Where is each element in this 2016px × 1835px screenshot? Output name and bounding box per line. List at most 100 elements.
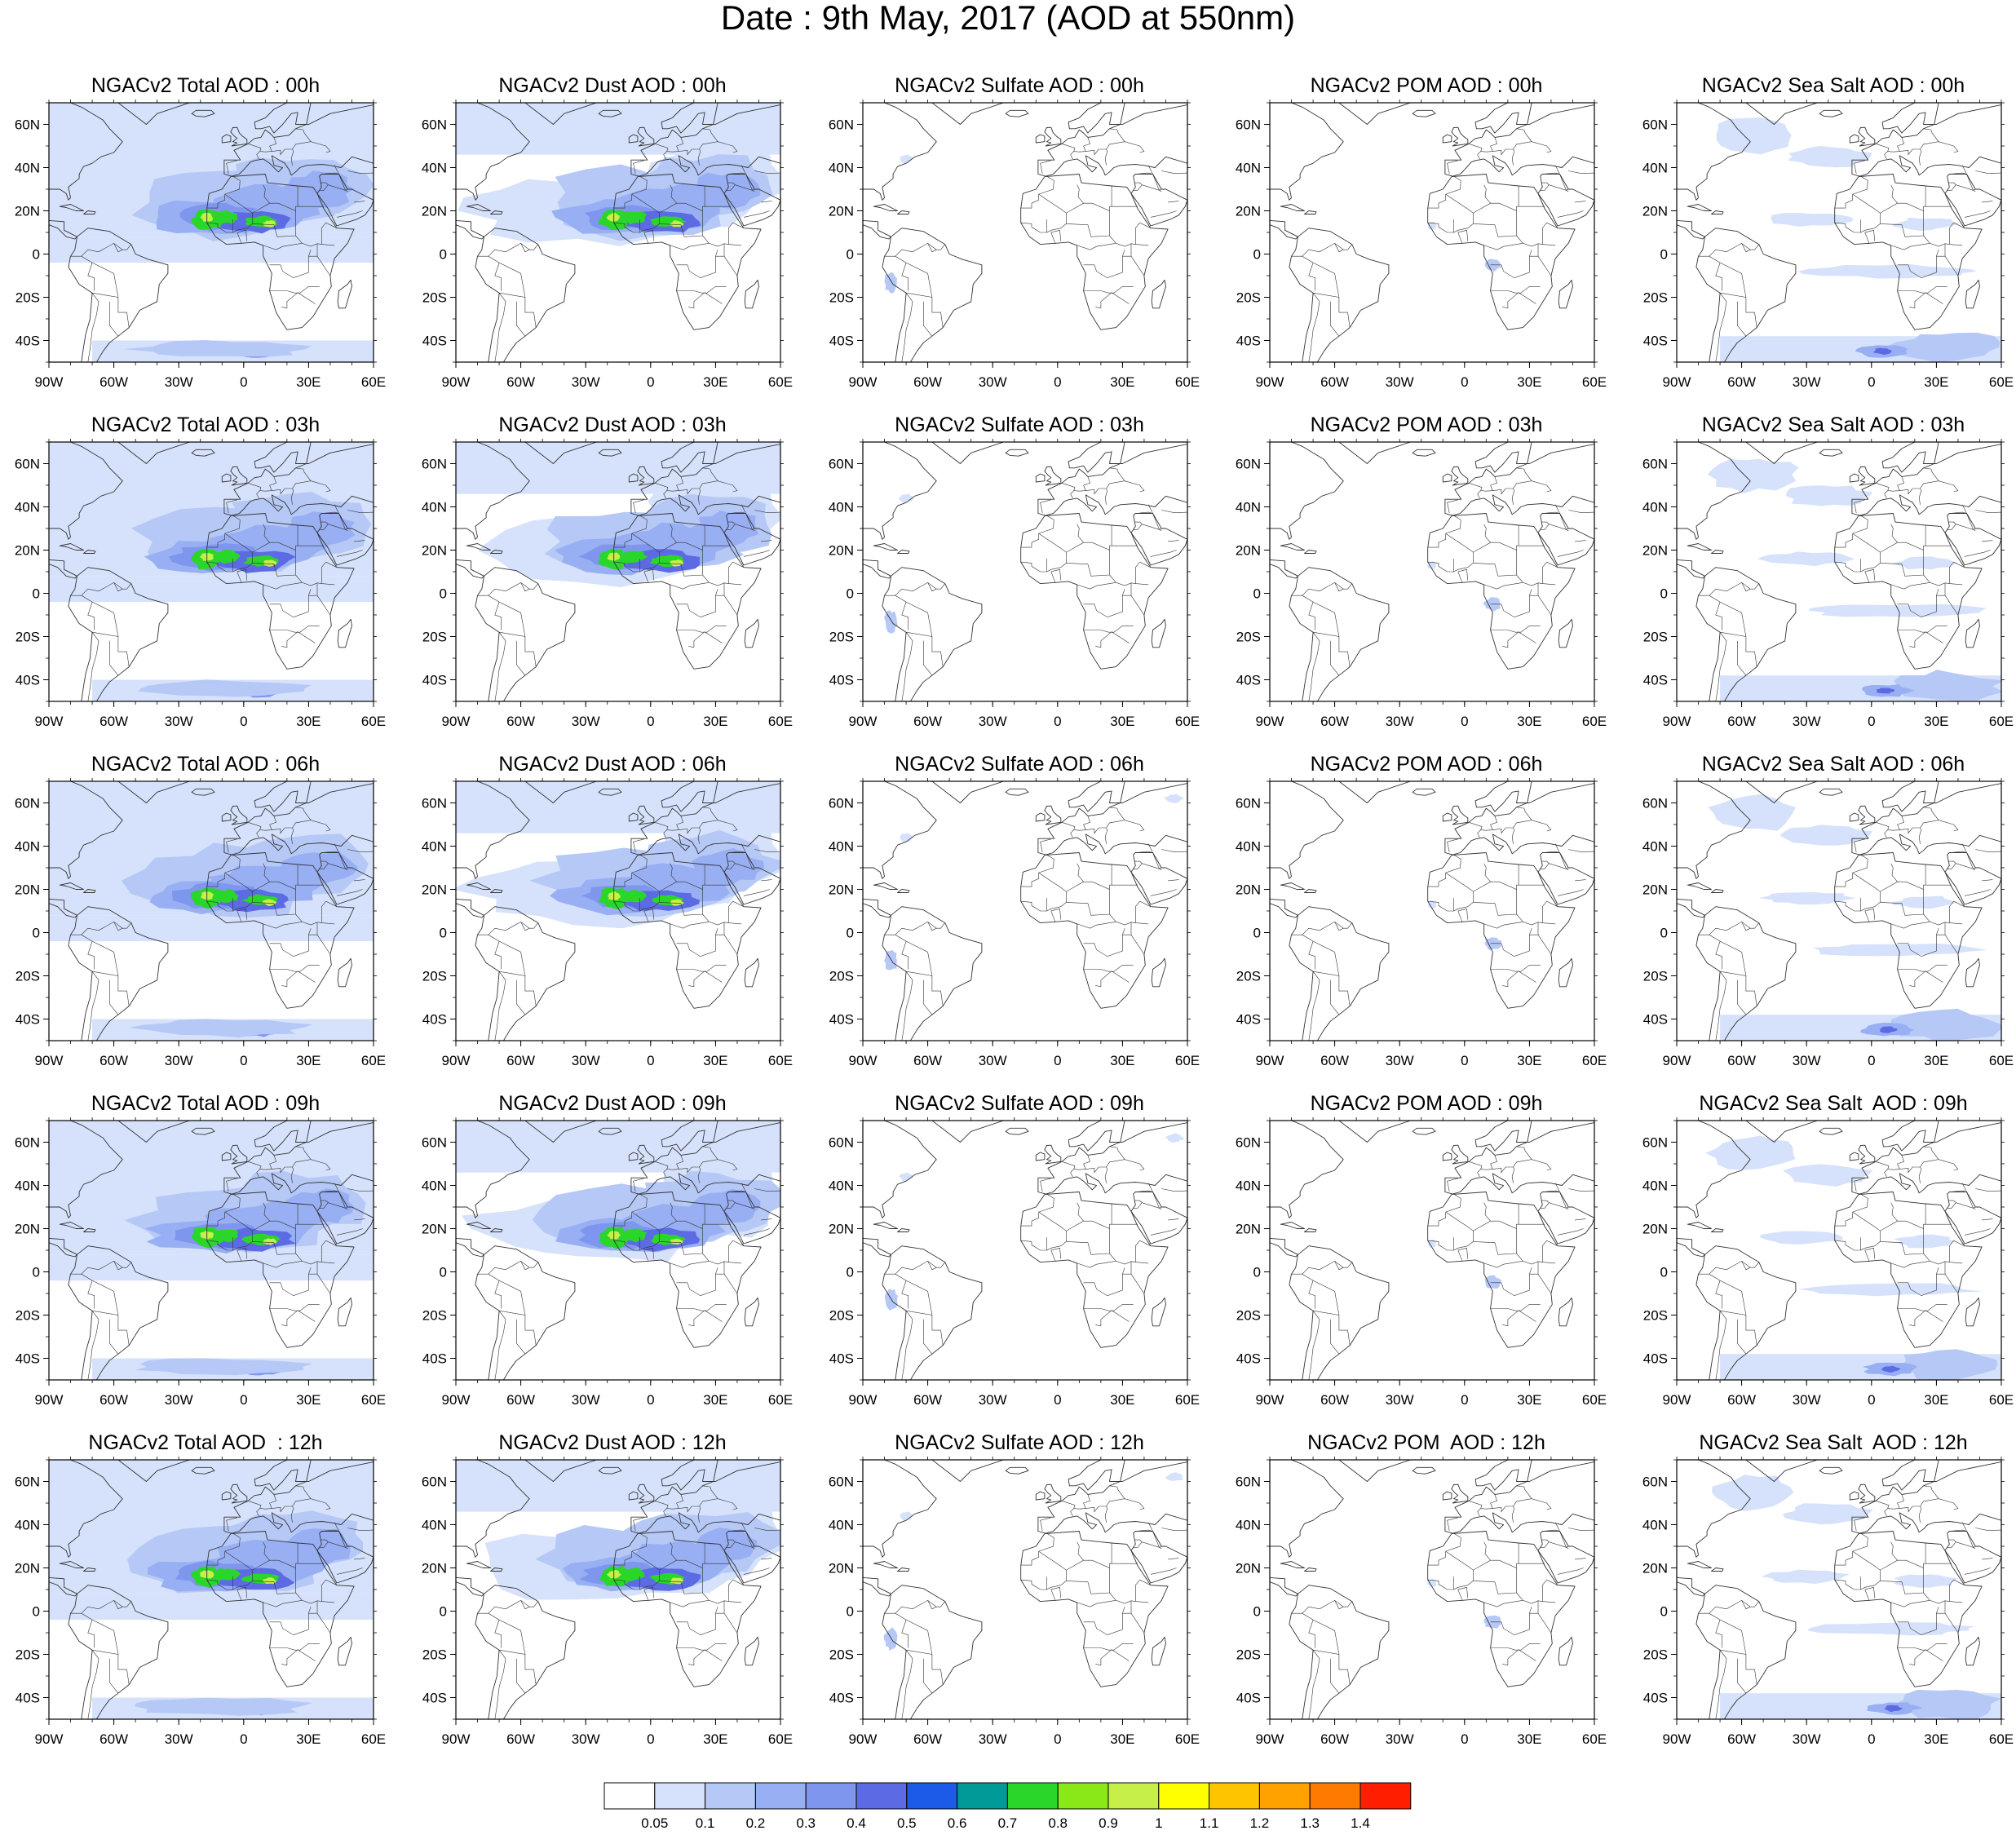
country-border [1949, 504, 1968, 514]
coastline-middleEast [316, 513, 374, 566]
aod-contour [670, 559, 684, 567]
country-border [232, 552, 253, 573]
country-border [1095, 292, 1130, 309]
plot-background [1270, 1121, 1594, 1380]
aod-contour [900, 833, 913, 842]
aod-contour [1716, 117, 1792, 155]
x-tick-label: 30W [979, 1053, 1007, 1068]
country-border [1457, 908, 1469, 922]
aod-contour [211, 210, 238, 224]
y-tick-label: 40N [422, 500, 447, 515]
country-border [224, 1532, 241, 1552]
x-tick-label: 30E [1924, 714, 1948, 729]
country-border [718, 141, 738, 153]
aod-contour [899, 1511, 913, 1521]
country-border [679, 148, 701, 166]
country-border [263, 1541, 270, 1561]
coastline-africa [1834, 1531, 1983, 1687]
country-border [1135, 165, 1154, 175]
country-border [1542, 165, 1561, 175]
country-border [1975, 1528, 2001, 1532]
aod-contour [1428, 900, 1437, 909]
country-border [1737, 1319, 1747, 1355]
borders [70, 1485, 374, 1719]
country-border [87, 1620, 95, 1648]
country-border [494, 263, 502, 291]
coastline-africa [1427, 513, 1576, 670]
coastline-greenland [1713, 781, 1818, 803]
y-tick-label: 40S [422, 1351, 447, 1367]
country-border [263, 582, 303, 590]
country-border [728, 1522, 747, 1532]
country-border [1135, 1522, 1154, 1532]
country-border [1038, 1532, 1054, 1552]
country-border [906, 971, 944, 1006]
country-border [297, 864, 324, 886]
country-border [1038, 854, 1054, 873]
country-border [1111, 1542, 1138, 1564]
coastline-africa [1427, 852, 1576, 1009]
coastline-middleEast [1130, 174, 1187, 227]
y-tick-label: 20N [422, 1222, 447, 1237]
aod-field [1705, 1135, 2001, 1380]
country-border [639, 1231, 660, 1251]
country-border [688, 971, 723, 988]
country-border [1948, 222, 1965, 245]
country-border [727, 900, 745, 923]
country-border [1453, 552, 1474, 573]
coastlines [1270, 781, 1594, 1041]
y-tick-label: 40N [1642, 161, 1668, 176]
country-border [1483, 1202, 1491, 1222]
country-border [1876, 1501, 1890, 1517]
country-border [281, 631, 316, 648]
aod-contour [134, 1358, 313, 1376]
country-border [718, 820, 738, 832]
country-border [206, 533, 226, 548]
aod-contour [1427, 1579, 1437, 1588]
coastline-middleEast [723, 1192, 780, 1245]
coastline-ireland [221, 1152, 232, 1161]
y-tick-label: 40N [1236, 839, 1261, 855]
coastline-hispaniola [490, 889, 503, 893]
country-border [1445, 854, 1461, 873]
country-border [659, 210, 703, 237]
x-tick-label: 90W [442, 714, 471, 729]
coastline-ireland [1442, 1152, 1452, 1161]
country-border [1142, 1541, 1162, 1549]
coastline-uk [1858, 1483, 1876, 1504]
coastlines [49, 1121, 374, 1380]
y-tick-label: 60N [1236, 117, 1261, 133]
coastline-southAmerica [1289, 1585, 1390, 1719]
coastline-centralAm [1677, 219, 1705, 240]
country-border [87, 971, 99, 1041]
country-border [1532, 141, 1552, 153]
colorbar-label: 0.8 [1048, 1815, 1068, 1831]
aod-contour [1712, 1475, 1794, 1511]
aod-contour [1797, 264, 1977, 279]
coastline-centralAm [863, 898, 891, 918]
country-border [670, 1541, 677, 1561]
borders [477, 807, 780, 1041]
y-tick-label: 40N [1236, 161, 1261, 176]
country-border [109, 1319, 119, 1355]
country-border [1125, 820, 1145, 832]
country-border [1854, 838, 1865, 852]
y-tick-label: 20N [15, 543, 40, 559]
coastline-hispaniola [897, 889, 910, 893]
y-tick-label: 0 [440, 1604, 447, 1620]
panel-title: NGACv2 Sea Salt AOD : 03h [1701, 413, 1965, 436]
y-tick-label: 60N [829, 1135, 854, 1151]
colorbar-swatch [906, 1782, 958, 1810]
country-border [1542, 504, 1561, 514]
country-border [1135, 504, 1154, 514]
country-border [1073, 1494, 1090, 1510]
x-tick-label: 60W [506, 374, 535, 390]
country-border [206, 873, 226, 887]
country-border [281, 1649, 316, 1666]
country-border [1134, 1579, 1152, 1602]
country-border [631, 515, 648, 534]
country-border [1445, 515, 1461, 534]
country-border [1427, 873, 1447, 887]
